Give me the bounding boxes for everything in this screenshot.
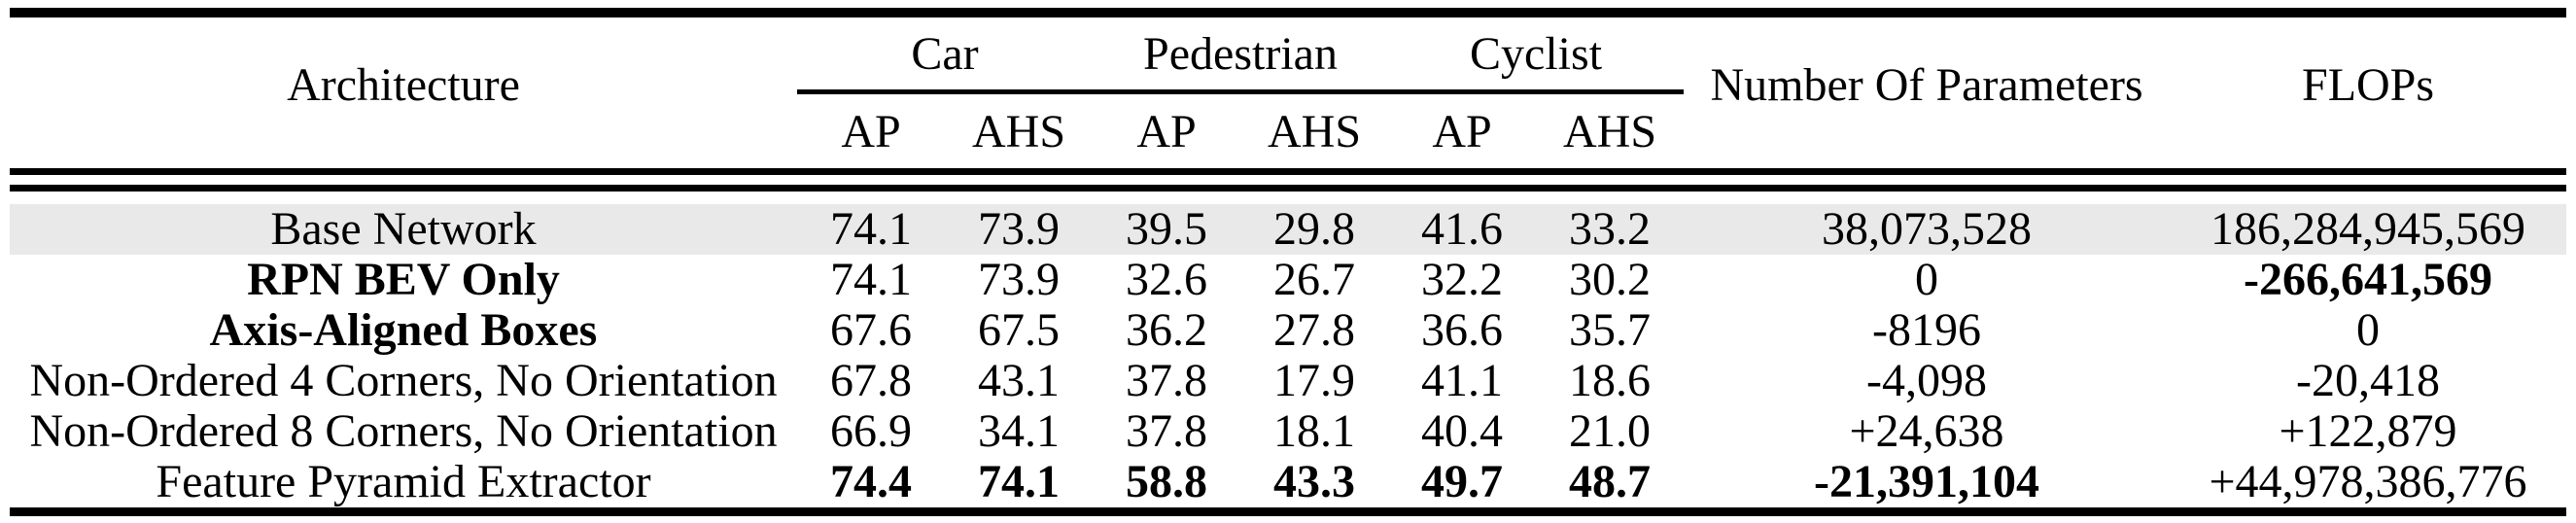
cell-parameters: -4,098 (1866, 355, 1987, 406)
cell-parameters: +24,638 (1849, 405, 2004, 457)
row-label: Base Network (270, 203, 537, 255)
cell-parameters: 0 (1915, 254, 1938, 305)
col-header-cyclist-ahs: AHS (1563, 105, 1657, 157)
table-row-non-ordered-8-corners: Non-Ordered 8 Corners, No Orientation 66… (10, 406, 2566, 457)
cell-flops: -20,418 (2296, 355, 2440, 406)
top-rule (10, 8, 2566, 17)
cell-cyclist-ap: 41.1 (1421, 355, 1503, 406)
group-header-car: Car (797, 17, 1093, 94)
cell-cyclist-ap: 36.6 (1421, 304, 1503, 356)
cell-flops: 186,284,945,569 (2210, 203, 2525, 255)
col-header-flops: FLOPs (2302, 59, 2435, 111)
cell-car-ahs: 73.9 (978, 203, 1060, 255)
cell-pedestrian-ahs: 29.8 (1273, 203, 1355, 255)
cell-parameters: -21,391,104 (1814, 456, 2039, 507)
table-row-feature-pyramid-extractor: Feature Pyramid Extractor 74.4 74.1 58.8… (10, 457, 2566, 507)
group-header-cyclist: Cyclist (1388, 17, 1685, 94)
cell-parameters: -8196 (1872, 304, 1981, 356)
cell-car-ahs: 67.5 (978, 304, 1060, 356)
table-row-base-network: Base Network 74.1 73.9 39.5 29.8 41.6 33… (10, 204, 2566, 255)
col-header-pedestrian-ahs: AHS (1267, 105, 1362, 157)
cell-pedestrian-ahs: 18.1 (1273, 405, 1355, 457)
cell-car-ahs: 74.1 (978, 456, 1060, 507)
cell-pedestrian-ap: 39.5 (1126, 203, 1207, 255)
cell-car-ap: 74.4 (830, 456, 912, 507)
cell-cyclist-ahs: 35.7 (1569, 304, 1651, 356)
row-label: Non-Ordered 8 Corners, No Orientation (29, 405, 778, 457)
cell-cyclist-ap: 32.2 (1421, 254, 1503, 305)
cell-pedestrian-ap: 36.2 (1126, 304, 1207, 356)
cell-car-ap: 74.1 (830, 254, 912, 305)
cell-pedestrian-ap: 58.8 (1126, 456, 1207, 507)
results-table-header: Architecture Car Pedestrian Cyclist Numb… (10, 17, 2566, 168)
cell-pedestrian-ap: 37.8 (1126, 405, 1207, 457)
cell-pedestrian-ahs: 43.3 (1273, 456, 1355, 507)
cell-cyclist-ahs: 30.2 (1569, 254, 1651, 305)
row-label: Feature Pyramid Extractor (156, 456, 651, 507)
cell-car-ahs: 43.1 (978, 355, 1060, 406)
cell-car-ahs: 34.1 (978, 405, 1060, 457)
table-row-non-ordered-4-corners: Non-Ordered 4 Corners, No Orientation 67… (10, 356, 2566, 406)
results-table-body: Base Network 74.1 73.9 39.5 29.8 41.6 33… (10, 204, 2566, 507)
cell-flops: +122,879 (2279, 405, 2457, 457)
cell-pedestrian-ahs: 17.9 (1273, 355, 1355, 406)
cell-car-ap: 67.6 (830, 304, 912, 356)
cell-car-ahs: 73.9 (978, 254, 1060, 305)
cell-car-ap: 66.9 (830, 405, 912, 457)
cell-parameters: 38,073,528 (1822, 203, 2032, 255)
row-label: Non-Ordered 4 Corners, No Orientation (29, 355, 778, 406)
cell-cyclist-ahs: 21.0 (1569, 405, 1651, 457)
cell-flops: -266,641,569 (2244, 254, 2492, 305)
table-row-rpn-bev-only: RPN BEV Only 74.1 73.9 32.6 26.7 32.2 30… (10, 255, 2566, 305)
col-header-car-ap: AP (841, 105, 901, 157)
cell-pedestrian-ahs: 26.7 (1273, 254, 1355, 305)
cell-pedestrian-ap: 37.8 (1126, 355, 1207, 406)
cell-cyclist-ahs: 48.7 (1569, 456, 1651, 507)
cell-cyclist-ap: 49.7 (1421, 456, 1503, 507)
cell-cyclist-ap: 40.4 (1421, 405, 1503, 457)
bottom-rule (10, 507, 2566, 516)
table-row-axis-aligned-boxes: Axis-Aligned Boxes 67.6 67.5 36.2 27.8 3… (10, 305, 2566, 356)
cell-flops: 0 (2356, 304, 2380, 356)
row-label: Axis-Aligned Boxes (209, 304, 598, 356)
col-header-parameters: Number Of Parameters (1710, 59, 2143, 111)
cell-flops: +44,978,386,776 (2209, 456, 2527, 507)
cell-pedestrian-ap: 32.6 (1126, 254, 1207, 305)
cell-cyclist-ahs: 18.6 (1569, 355, 1651, 406)
group-header-pedestrian: Pedestrian (1093, 17, 1389, 94)
cell-pedestrian-ahs: 27.8 (1273, 304, 1355, 356)
metric-header-row: AP AHS AP AHS AP AHS (10, 92, 2566, 169)
col-header-car-ahs: AHS (971, 105, 1066, 157)
col-header-pedestrian-ap: AP (1136, 105, 1197, 157)
cell-car-ap: 74.1 (830, 203, 912, 255)
group-header-row: Architecture Car Pedestrian Cyclist Numb… (10, 17, 2566, 111)
cell-cyclist-ahs: 33.2 (1569, 203, 1651, 255)
header-double-rule (10, 168, 2566, 192)
cell-cyclist-ap: 41.6 (1421, 203, 1503, 255)
col-header-architecture: Architecture (287, 59, 520, 111)
col-header-cyclist-ap: AP (1432, 105, 1492, 157)
row-label: RPN BEV Only (247, 254, 560, 305)
cell-car-ap: 67.8 (830, 355, 912, 406)
